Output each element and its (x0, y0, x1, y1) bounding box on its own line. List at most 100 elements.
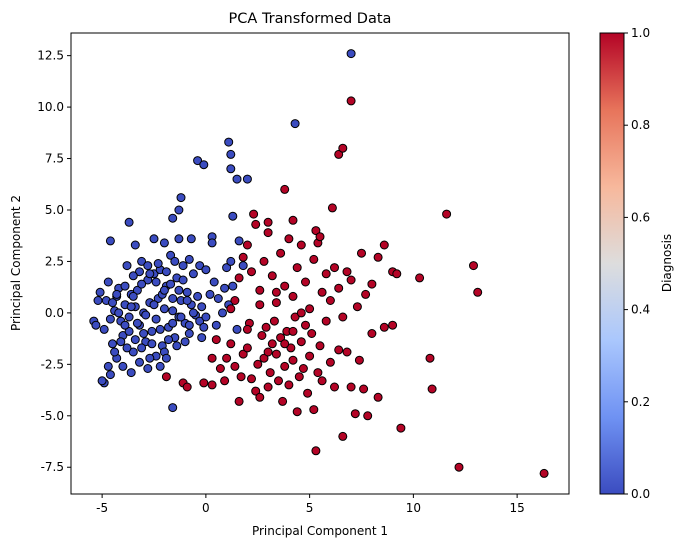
scatter-point (105, 314, 115, 324)
scatter-point (263, 217, 273, 227)
scatter-point (346, 96, 356, 106)
scatter-point (124, 326, 134, 336)
scatter-point (201, 265, 211, 275)
scatter-point (367, 279, 377, 289)
scatter-point (392, 269, 402, 279)
scatter-point (280, 339, 290, 349)
scatter-point (290, 312, 300, 322)
scatter-point (205, 289, 215, 299)
scatter-point (367, 329, 377, 338)
scatter-point (442, 209, 452, 219)
scatter-point (122, 261, 132, 271)
scatter-point (184, 329, 194, 338)
scatter-point (182, 287, 192, 297)
scatter-point (274, 376, 283, 386)
scatter-point (247, 374, 256, 384)
scatter-point (415, 273, 425, 283)
scatter-point (164, 335, 173, 345)
scatter-point (126, 368, 136, 378)
scatter-point (288, 215, 298, 225)
scatter-point (209, 277, 219, 287)
scatter-point (373, 392, 383, 402)
scatter-point (425, 353, 435, 363)
scatter-point (388, 320, 398, 330)
y-tick-label: 10.0 (37, 100, 64, 114)
scatter-point (124, 217, 134, 227)
scatter-point (143, 261, 153, 271)
scatter-point (346, 382, 356, 392)
scatter-point (379, 240, 389, 250)
scatter-point (238, 349, 248, 359)
colorbar-tick-label: 0.2 (631, 395, 650, 409)
scatter-point (124, 312, 134, 322)
scatter-point (238, 261, 248, 271)
scatter-point (151, 314, 161, 324)
scatter-point (143, 364, 153, 373)
scatter-point (230, 296, 240, 305)
scatter-point (110, 347, 120, 357)
scatter-point (363, 411, 373, 421)
scatter-point (321, 269, 331, 279)
scatter-point (222, 263, 232, 273)
scatter-point (139, 329, 149, 338)
scatter-point (130, 240, 140, 250)
scatter-point (301, 320, 310, 330)
scatter-point (193, 156, 203, 166)
scatter-point (226, 149, 236, 159)
scatter-point (145, 353, 155, 363)
scatter-point (361, 289, 371, 299)
scatter-point (105, 370, 115, 380)
scatter-point (242, 324, 252, 334)
scatter-point (346, 49, 356, 59)
scatter-point (168, 403, 178, 413)
scatter-point (276, 248, 286, 258)
scatter-point (315, 232, 325, 242)
scatter-point (255, 392, 265, 402)
scatter-point (166, 279, 176, 289)
scatter-point (315, 341, 325, 351)
scatter-point (166, 250, 176, 260)
scatter-point (141, 310, 151, 320)
scatter-point (473, 287, 483, 297)
scatter-point (135, 357, 144, 367)
y-tick-label: 2.5 (45, 254, 64, 268)
scatter-point (153, 259, 163, 268)
scatter-point (218, 308, 227, 318)
scatter-point (220, 283, 230, 293)
colorbar-ticks: 0.0 0.2 0.4 0.6 0.8 1.0 (624, 26, 650, 501)
scatter-point (199, 378, 209, 388)
scatter-point (251, 386, 261, 396)
scatter-point (161, 353, 171, 363)
scatter-point (296, 337, 306, 347)
colorbar (599, 32, 625, 495)
scatter-point (128, 291, 138, 301)
scatter-point (263, 228, 273, 238)
scatter-point (290, 119, 300, 129)
scatter-point (313, 368, 323, 378)
scatter-point (226, 339, 236, 349)
scatter-point (280, 281, 290, 291)
colorbar-tick-label: 1.0 (631, 26, 650, 40)
scatter-point (95, 287, 105, 297)
scatter-point (213, 294, 223, 303)
scatter-point (317, 376, 327, 386)
scatter-point (207, 353, 217, 363)
scatter-point (195, 261, 205, 271)
scatter-point (338, 312, 348, 322)
scatter-point (357, 248, 366, 258)
scatter-point (259, 256, 269, 266)
scatter-point (137, 343, 147, 353)
scatter-point (120, 281, 130, 291)
scatter-point (118, 361, 128, 371)
scatter-point (249, 209, 259, 219)
scatter-point (180, 337, 190, 347)
scatter-point (149, 300, 159, 310)
scatter-point (186, 234, 196, 244)
scatter-point (301, 277, 310, 287)
scatter-point (255, 285, 265, 295)
scatter-point (278, 396, 288, 406)
scatter-point (137, 256, 147, 266)
scatter-point (539, 468, 549, 478)
x-tick-label: 10 (406, 501, 421, 515)
scatter-point (105, 236, 115, 246)
